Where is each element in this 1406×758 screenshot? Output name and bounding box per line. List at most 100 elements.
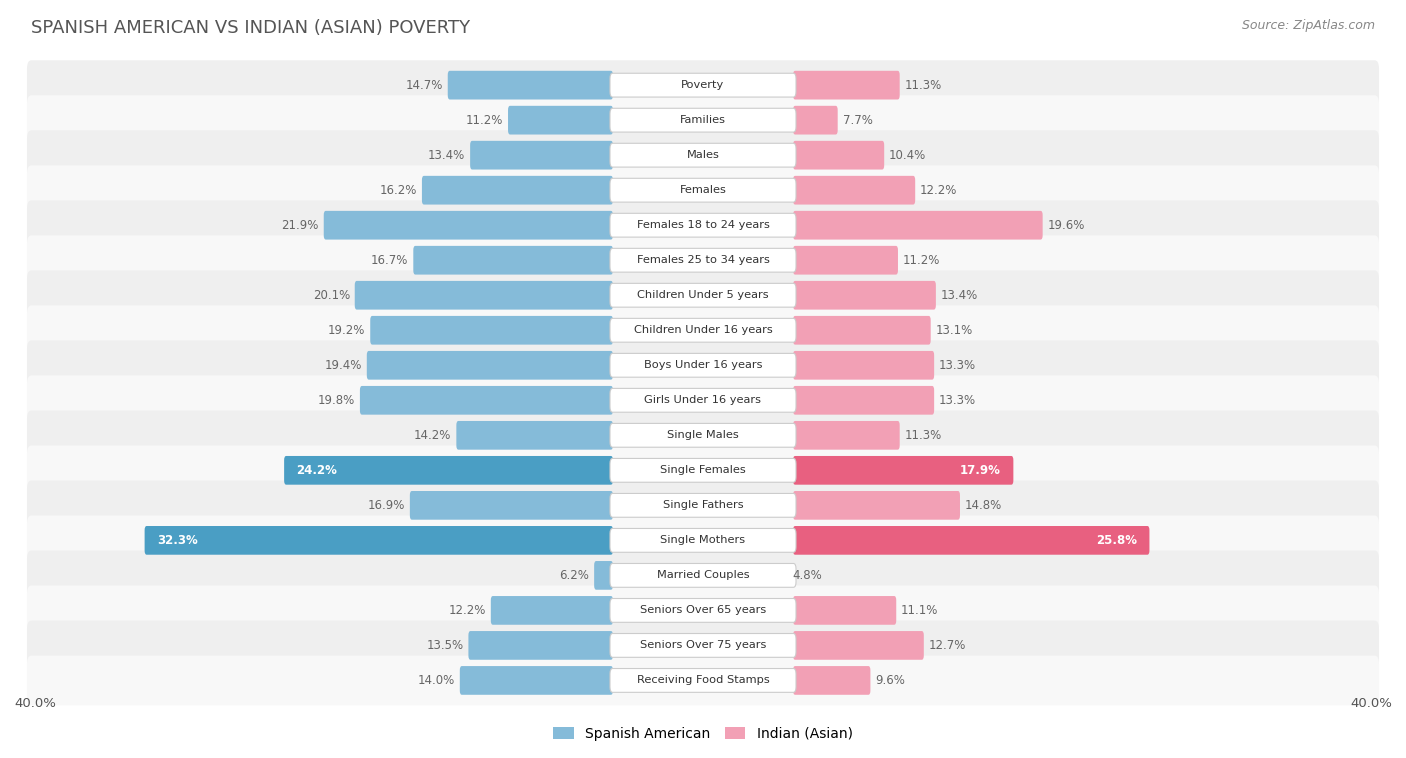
FancyBboxPatch shape [610, 318, 796, 342]
Text: 40.0%: 40.0% [1350, 697, 1392, 709]
FancyBboxPatch shape [27, 200, 1379, 250]
FancyBboxPatch shape [793, 316, 931, 345]
FancyBboxPatch shape [610, 388, 796, 412]
FancyBboxPatch shape [422, 176, 613, 205]
FancyBboxPatch shape [27, 515, 1379, 565]
FancyBboxPatch shape [284, 456, 613, 484]
FancyBboxPatch shape [610, 599, 796, 622]
Text: 11.3%: 11.3% [904, 79, 942, 92]
Text: 21.9%: 21.9% [281, 219, 319, 232]
Text: Families: Families [681, 115, 725, 125]
Text: Poverty: Poverty [682, 80, 724, 90]
Text: Single Males: Single Males [666, 431, 740, 440]
FancyBboxPatch shape [793, 351, 934, 380]
Text: 7.7%: 7.7% [842, 114, 872, 127]
FancyBboxPatch shape [27, 375, 1379, 425]
Text: SPANISH AMERICAN VS INDIAN (ASIAN) POVERTY: SPANISH AMERICAN VS INDIAN (ASIAN) POVER… [31, 19, 470, 37]
Text: Children Under 16 years: Children Under 16 years [634, 325, 772, 335]
Text: 13.3%: 13.3% [939, 359, 976, 371]
FancyBboxPatch shape [793, 456, 1014, 484]
FancyBboxPatch shape [610, 74, 796, 97]
Text: 13.1%: 13.1% [935, 324, 973, 337]
Text: Single Fathers: Single Fathers [662, 500, 744, 510]
FancyBboxPatch shape [27, 130, 1379, 180]
Text: 14.8%: 14.8% [965, 499, 1002, 512]
FancyBboxPatch shape [793, 596, 896, 625]
FancyBboxPatch shape [610, 528, 796, 553]
Text: Females: Females [679, 185, 727, 196]
FancyBboxPatch shape [491, 596, 613, 625]
FancyBboxPatch shape [27, 446, 1379, 495]
Text: 14.0%: 14.0% [418, 674, 456, 687]
Text: 16.7%: 16.7% [371, 254, 409, 267]
FancyBboxPatch shape [610, 283, 796, 307]
FancyBboxPatch shape [610, 424, 796, 447]
FancyBboxPatch shape [460, 666, 613, 695]
FancyBboxPatch shape [27, 410, 1379, 460]
Text: Single Mothers: Single Mothers [661, 535, 745, 545]
FancyBboxPatch shape [793, 281, 936, 309]
FancyBboxPatch shape [447, 70, 613, 99]
FancyBboxPatch shape [468, 631, 613, 659]
FancyBboxPatch shape [793, 631, 924, 659]
Text: 12.2%: 12.2% [449, 604, 486, 617]
Text: Single Females: Single Females [661, 465, 745, 475]
FancyBboxPatch shape [793, 246, 898, 274]
FancyBboxPatch shape [27, 305, 1379, 356]
Text: 10.4%: 10.4% [889, 149, 927, 161]
FancyBboxPatch shape [370, 316, 613, 345]
Text: Females 18 to 24 years: Females 18 to 24 years [637, 221, 769, 230]
Text: 9.6%: 9.6% [875, 674, 905, 687]
Text: 19.8%: 19.8% [318, 394, 356, 407]
FancyBboxPatch shape [595, 561, 613, 590]
FancyBboxPatch shape [413, 246, 613, 274]
FancyBboxPatch shape [793, 176, 915, 205]
FancyBboxPatch shape [793, 211, 1043, 240]
FancyBboxPatch shape [793, 491, 960, 520]
FancyBboxPatch shape [27, 481, 1379, 530]
Text: 14.2%: 14.2% [415, 429, 451, 442]
Text: 11.3%: 11.3% [904, 429, 942, 442]
FancyBboxPatch shape [610, 493, 796, 517]
FancyBboxPatch shape [610, 669, 796, 692]
Text: 11.2%: 11.2% [465, 114, 503, 127]
Text: Seniors Over 65 years: Seniors Over 65 years [640, 606, 766, 615]
FancyBboxPatch shape [793, 421, 900, 449]
FancyBboxPatch shape [610, 178, 796, 202]
FancyBboxPatch shape [411, 491, 613, 520]
Text: 6.2%: 6.2% [560, 569, 589, 582]
FancyBboxPatch shape [793, 386, 934, 415]
Text: 17.9%: 17.9% [960, 464, 1001, 477]
FancyBboxPatch shape [354, 281, 613, 309]
Text: 12.2%: 12.2% [920, 183, 957, 196]
Text: 19.4%: 19.4% [325, 359, 361, 371]
FancyBboxPatch shape [470, 141, 613, 170]
Text: Seniors Over 75 years: Seniors Over 75 years [640, 641, 766, 650]
FancyBboxPatch shape [793, 70, 900, 99]
Text: 19.6%: 19.6% [1047, 219, 1085, 232]
FancyBboxPatch shape [27, 96, 1379, 145]
FancyBboxPatch shape [610, 353, 796, 377]
FancyBboxPatch shape [27, 271, 1379, 320]
Text: Receiving Food Stamps: Receiving Food Stamps [637, 675, 769, 685]
FancyBboxPatch shape [27, 585, 1379, 635]
FancyBboxPatch shape [793, 526, 1150, 555]
FancyBboxPatch shape [610, 563, 796, 587]
Text: 40.0%: 40.0% [14, 697, 56, 709]
FancyBboxPatch shape [610, 143, 796, 167]
Text: Married Couples: Married Couples [657, 570, 749, 581]
FancyBboxPatch shape [793, 666, 870, 695]
Legend: Spanish American, Indian (Asian): Spanish American, Indian (Asian) [548, 721, 858, 747]
FancyBboxPatch shape [323, 211, 613, 240]
FancyBboxPatch shape [508, 106, 613, 134]
FancyBboxPatch shape [610, 459, 796, 482]
FancyBboxPatch shape [793, 106, 838, 134]
FancyBboxPatch shape [610, 249, 796, 272]
FancyBboxPatch shape [27, 340, 1379, 390]
FancyBboxPatch shape [27, 621, 1379, 670]
FancyBboxPatch shape [610, 108, 796, 132]
Text: 12.7%: 12.7% [928, 639, 966, 652]
Text: 14.7%: 14.7% [405, 79, 443, 92]
Text: 19.2%: 19.2% [328, 324, 366, 337]
FancyBboxPatch shape [145, 526, 613, 555]
